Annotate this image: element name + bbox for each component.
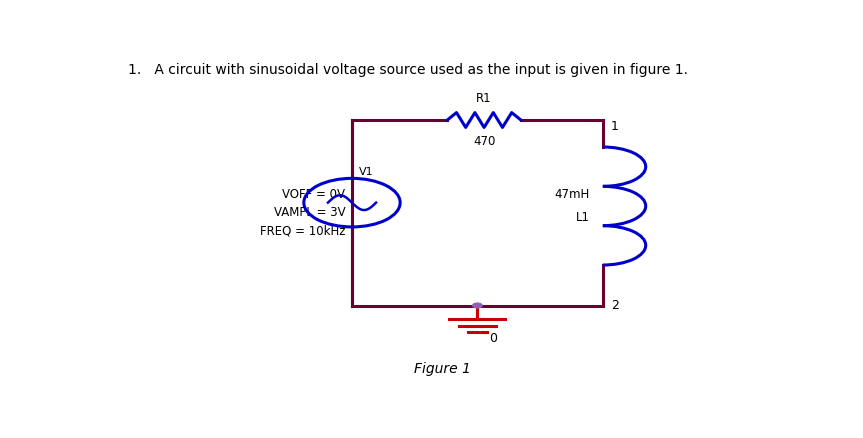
Text: 0: 0 [489, 332, 497, 346]
Text: VAMPL = 3V: VAMPL = 3V [274, 206, 345, 219]
Text: R1: R1 [476, 92, 492, 105]
Text: L1: L1 [576, 211, 589, 224]
Text: 1.   A circuit with sinusoidal voltage source used as the input is given in figu: 1. A circuit with sinusoidal voltage sou… [128, 63, 688, 77]
Text: V1: V1 [359, 167, 374, 177]
Circle shape [473, 303, 482, 308]
Text: VOFF = 0V: VOFF = 0V [282, 188, 345, 201]
Text: 47mH: 47mH [554, 188, 589, 201]
Text: Figure 1: Figure 1 [414, 362, 470, 376]
Text: 470: 470 [473, 135, 495, 148]
Text: FREQ = 10kHz: FREQ = 10kHz [260, 225, 345, 238]
Text: 2: 2 [611, 299, 619, 312]
Text: 1: 1 [611, 120, 619, 133]
